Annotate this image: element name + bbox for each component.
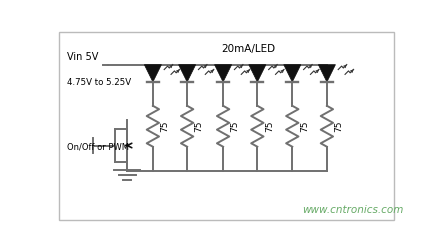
Polygon shape	[179, 65, 196, 82]
Polygon shape	[249, 65, 266, 82]
Text: 20mA/LED: 20mA/LED	[222, 44, 276, 54]
Text: 75: 75	[194, 120, 204, 132]
Text: 75: 75	[265, 120, 274, 132]
Text: Vin 5V: Vin 5V	[67, 52, 99, 62]
Text: 75: 75	[300, 120, 309, 132]
Polygon shape	[318, 65, 335, 82]
Polygon shape	[144, 65, 161, 82]
Text: 75: 75	[160, 120, 169, 132]
Text: 4.75V to 5.25V: 4.75V to 5.25V	[67, 78, 131, 87]
Text: 75: 75	[231, 120, 240, 132]
Polygon shape	[284, 65, 301, 82]
Text: www.cntronics.com: www.cntronics.com	[302, 205, 403, 215]
Polygon shape	[214, 65, 232, 82]
Text: 75: 75	[335, 120, 343, 132]
Text: On/Off or PWM: On/Off or PWM	[67, 143, 129, 152]
